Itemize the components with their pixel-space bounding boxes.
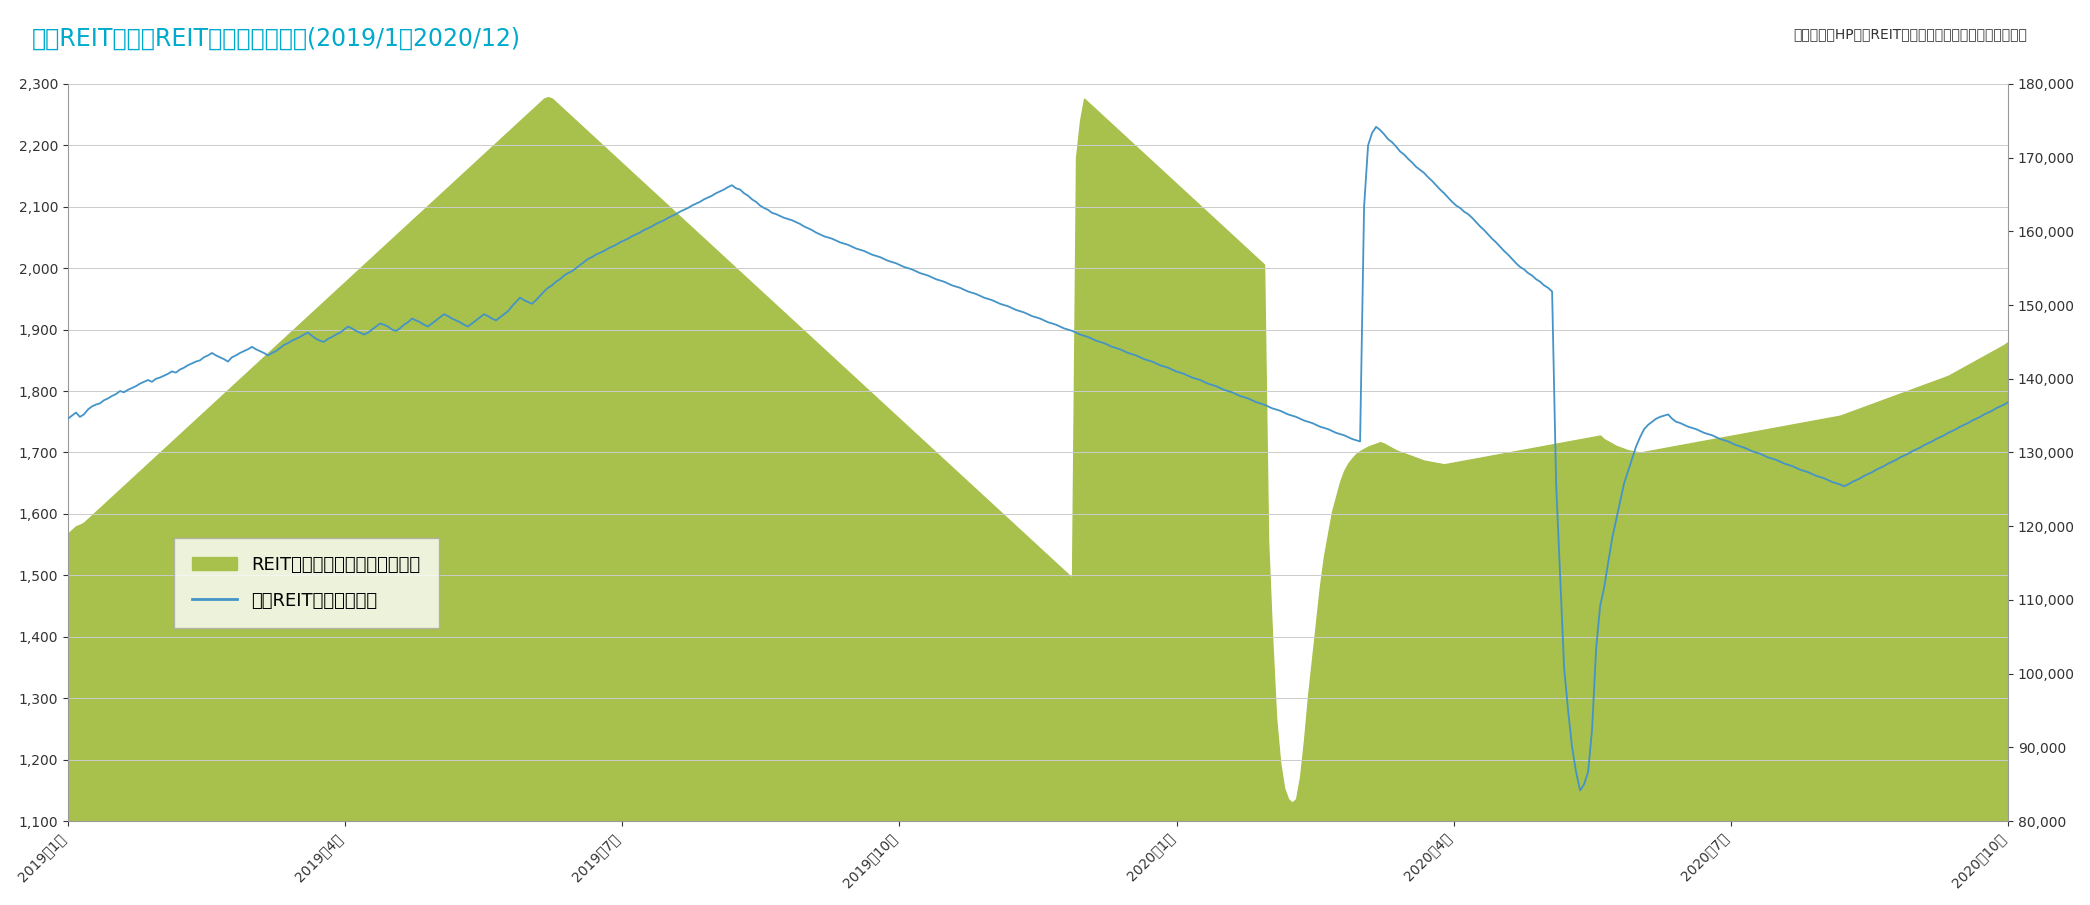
Legend: REIT時価総額（億円）（右軸）, 東証REIT指数（左軸）: REIT時価総額（億円）（右軸）, 東証REIT指数（左軸） — [173, 538, 439, 628]
Text: 出所：東証HP・各REITの開示情報よりアイビー総研作成: 出所：東証HP・各REITの開示情報よりアイビー総研作成 — [1793, 27, 2027, 41]
Text: 東証REIT指数とREIT時価総額の推移(2019/1〜2020/12): 東証REIT指数とREIT時価総額の推移(2019/1〜2020/12) — [31, 27, 520, 52]
